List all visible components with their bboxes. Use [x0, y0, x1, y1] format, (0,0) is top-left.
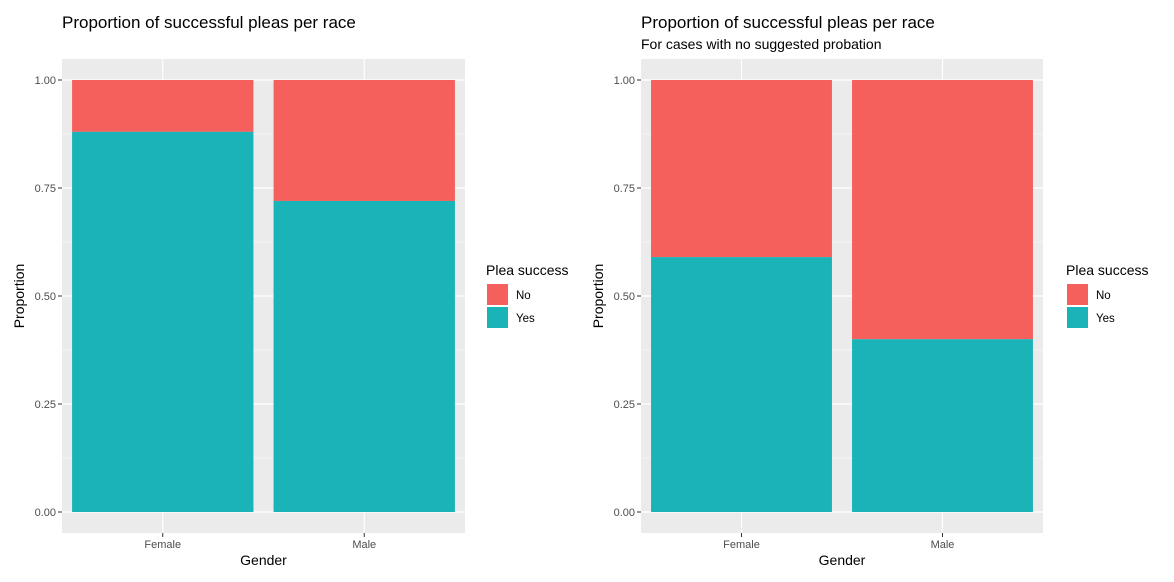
- y-tick-label: 0.25: [35, 399, 56, 411]
- y-tick-label: 0.00: [614, 507, 635, 519]
- legend-title: Plea success: [1066, 262, 1148, 278]
- y-axis-title: Proportion: [11, 264, 27, 329]
- bar-yes-male: [852, 339, 1033, 512]
- chart-title: Proportion of successful pleas per race: [62, 13, 356, 32]
- x-axis-title: Gender: [819, 552, 866, 568]
- legend-label-yes: Yes: [516, 313, 535, 325]
- bar-no-female: [651, 80, 832, 258]
- chart-title: Proportion of successful pleas per race: [641, 13, 935, 32]
- legend-key-no: [487, 284, 508, 305]
- legend-label-no: No: [1096, 290, 1111, 302]
- legend-key-no: [1067, 284, 1088, 305]
- x-tick-label: Female: [723, 539, 760, 551]
- bar-yes-male: [273, 200, 455, 512]
- y-tick-label: 0.50: [614, 291, 635, 303]
- bar-yes-female: [72, 131, 254, 512]
- legend-key-yes: [1067, 307, 1088, 328]
- bar-no-male: [852, 80, 1033, 340]
- y-tick-label: 0.75: [614, 183, 635, 195]
- legend-label-no: No: [516, 290, 531, 302]
- y-axis-title: Proportion: [590, 264, 606, 329]
- y-tick-label: 0.00: [35, 507, 56, 519]
- bar-no-female: [72, 80, 254, 132]
- legend-title: Plea success: [486, 262, 568, 278]
- bar-yes-female: [651, 257, 832, 512]
- chart-subtitle: For cases with no suggested probation: [641, 36, 881, 52]
- x-tick-label: Male: [931, 539, 955, 551]
- legend-label-yes: Yes: [1096, 313, 1115, 325]
- y-tick-label: 0.75: [35, 183, 56, 195]
- x-axis-title: Gender: [240, 552, 287, 568]
- y-tick-label: 0.25: [614, 399, 635, 411]
- x-tick-label: Male: [352, 539, 376, 551]
- y-tick-label: 1.00: [614, 75, 635, 87]
- y-tick-label: 1.00: [35, 75, 56, 87]
- bar-no-male: [273, 80, 455, 201]
- legend-key-yes: [487, 307, 508, 328]
- x-tick-label: Female: [144, 539, 181, 551]
- y-tick-label: 0.50: [35, 291, 56, 303]
